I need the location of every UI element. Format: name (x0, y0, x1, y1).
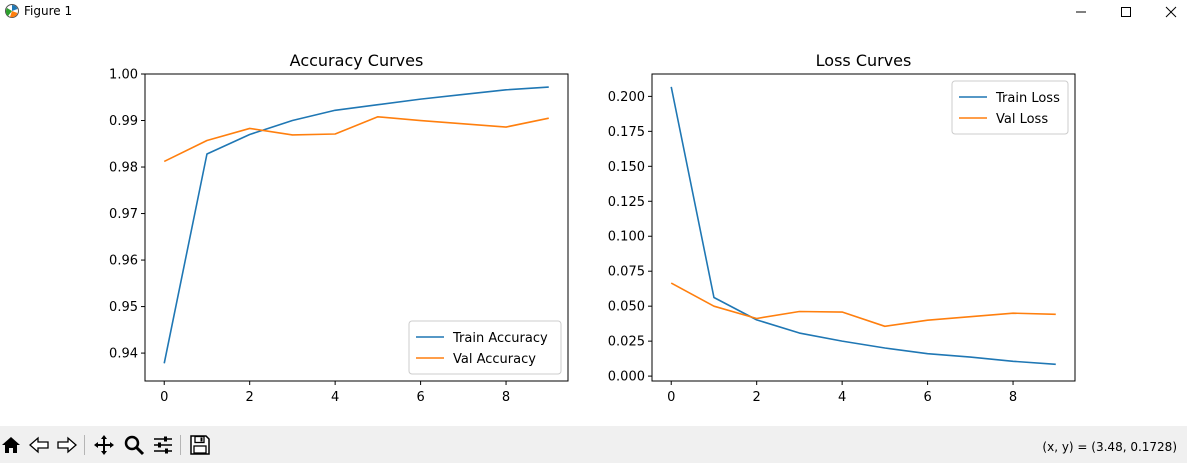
accuracy-xtick-label: 8 (502, 390, 510, 405)
cursor-coordinates: (x, y) = (3.48, 0.1728) (1042, 440, 1177, 454)
forward-button[interactable] (56, 434, 78, 456)
back-arrow-icon (29, 436, 49, 454)
accuracy-axes: Accuracy Curves 0 2 4 6 8 0.94 0.95 0.96 0.97 0.9… (109, 51, 569, 406)
accuracy-ytick-label: 0.96 (109, 254, 138, 269)
accuracy-legend-label: Val Accuracy (453, 352, 536, 367)
loss-ytick-label: 0.050 (608, 300, 645, 315)
accuracy-xtick-label: 0 (160, 390, 168, 405)
accuracy-ytick-label: 0.94 (109, 347, 138, 362)
loss-ytick-label: 0.150 (608, 160, 645, 175)
accuracy-series-1-line (163, 115, 549, 163)
forward-arrow-icon (57, 436, 77, 454)
accuracy-lines (163, 86, 549, 364)
loss-xtick-label: 8 (1009, 390, 1017, 405)
accuracy-ytick-label: 0.99 (109, 114, 138, 129)
pan-icon (94, 435, 114, 455)
save-button[interactable] (189, 434, 211, 456)
matplotlib-app-icon (4, 3, 20, 19)
pan-button[interactable] (93, 434, 115, 456)
accuracy-ytick-label: 0.98 (109, 161, 138, 176)
accuracy-ytick-label: 0.97 (109, 207, 138, 222)
accuracy-series-0-line (163, 86, 549, 364)
save-icon (190, 435, 210, 455)
loss-legend-label: Val Loss (996, 112, 1048, 127)
accuracy-chart-title: Accuracy Curves (290, 51, 424, 70)
maximize-icon (1121, 7, 1131, 17)
loss-series-1-line (670, 282, 1056, 328)
accuracy-xtick-label: 6 (416, 390, 424, 405)
loss-xtick-label: 2 (753, 390, 761, 405)
loss-ytick-label: 0.125 (608, 195, 645, 210)
accuracy-legend-frame (408, 320, 562, 375)
maximize-button[interactable] (1103, 0, 1149, 24)
loss-xtick-label: 4 (838, 390, 846, 405)
accuracy-legend-label: Train Accuracy (452, 331, 548, 346)
loss-ytick-label: 0.100 (608, 230, 645, 245)
zoom-icon (124, 435, 145, 456)
loss-ytick-label: 0.000 (608, 370, 645, 385)
home-button[interactable] (0, 434, 22, 456)
loss-series-0-line (670, 86, 1056, 366)
loss-chart-title: Loss Curves (816, 51, 912, 70)
accuracy-ytick-label: 0.95 (109, 300, 138, 315)
accuracy-xtick-label: 4 (331, 390, 339, 405)
loss-legend-label: Train Loss (995, 91, 1060, 106)
toolbar-separator (84, 435, 85, 455)
minimize-icon (1076, 11, 1086, 13)
loss-axes: Loss Curves 0 2 4 6 8 0.000 0.025 0.050 0.075 0.1… (608, 51, 1076, 405)
toolbar-separator (180, 435, 181, 455)
loss-ytick-label: 0.075 (608, 265, 645, 280)
loss-legend-frame (951, 80, 1069, 135)
loss-ytick-label: 0.175 (608, 125, 645, 140)
accuracy-ticks: 0 2 4 6 8 0.94 0.95 0.96 0.97 0.98 0.99 1.00 (109, 68, 510, 406)
loss-legend: Train Loss Val Loss (951, 80, 1069, 135)
configure-subplots-icon (154, 436, 172, 454)
loss-xtick-label: 0 (667, 390, 675, 405)
title-bar: Figure 1 (0, 0, 1187, 24)
figure-svg: Accuracy Curves 0 2 4 6 8 0.94 0.95 0.96 0.97 0.9… (109, 51, 1076, 406)
back-button[interactable] (28, 434, 50, 456)
accuracy-legend: Train Accuracy Val Accuracy (408, 320, 562, 375)
accuracy-ytick-label: 1.00 (109, 68, 138, 83)
configure-subplots-button[interactable] (152, 434, 174, 456)
navigation-toolbar: (x, y) = (3.48, 0.1728) (0, 426, 1187, 463)
accuracy-xtick-label: 2 (246, 390, 254, 405)
home-icon (2, 437, 20, 453)
loss-ytick-label: 0.200 (608, 90, 645, 105)
close-icon (1165, 6, 1177, 18)
loss-ytick-label: 0.025 (608, 335, 645, 350)
loss-lines (670, 86, 1056, 366)
close-button[interactable] (1148, 0, 1187, 24)
zoom-button[interactable] (123, 434, 145, 456)
figure-canvas[interactable]: Accuracy Curves 0 2 4 6 8 0.94 0.95 0.96 0.97 0.9… (0, 24, 1187, 426)
window-title: Figure 1 (24, 4, 73, 18)
minimize-button[interactable] (1058, 0, 1104, 24)
loss-xtick-label: 6 (923, 390, 931, 405)
loss-ticks: 0 2 4 6 8 0.000 0.025 0.050 0.075 0.100 0.125 0.150… (608, 90, 1017, 405)
